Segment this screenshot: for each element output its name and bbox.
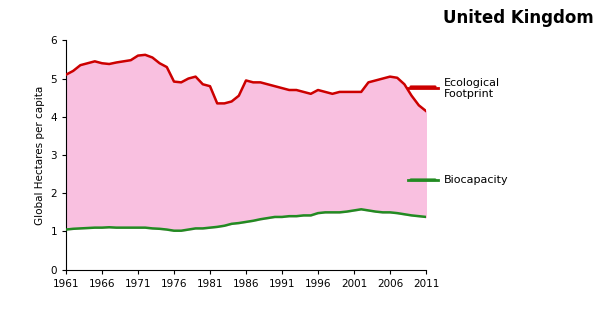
Ecological
Footprint: [149, 56, 156, 60]
Ecological
Footprint: [185, 77, 192, 80]
Ecological
Footprint: [142, 53, 149, 57]
Ecological
Footprint: [62, 73, 70, 77]
Biocapacity: [422, 215, 430, 219]
Ecological
Footprint: [329, 92, 336, 96]
Text: United Kingdom: United Kingdom: [443, 9, 594, 27]
Biocapacity: [62, 228, 70, 231]
Biocapacity: [170, 229, 178, 232]
Biocapacity: [329, 210, 336, 214]
Text: Ecological
Footprint: Ecological Footprint: [444, 78, 500, 99]
Biocapacity: [142, 226, 149, 229]
Biocapacity: [358, 207, 365, 211]
Biocapacity: [307, 214, 314, 217]
Ecological
Footprint: [307, 92, 314, 96]
Y-axis label: Global Hectares per capita: Global Hectares per capita: [35, 85, 45, 225]
Text: Biocapacity: Biocapacity: [444, 175, 509, 185]
Biocapacity: [185, 228, 192, 231]
Ecological
Footprint: [178, 81, 185, 84]
Ecological
Footprint: [422, 109, 430, 113]
Line: Ecological
Footprint: Ecological Footprint: [66, 55, 426, 111]
Biocapacity: [415, 214, 422, 218]
Biocapacity: [178, 229, 185, 232]
Ecological
Footprint: [415, 104, 422, 107]
Line: Biocapacity: Biocapacity: [66, 209, 426, 231]
